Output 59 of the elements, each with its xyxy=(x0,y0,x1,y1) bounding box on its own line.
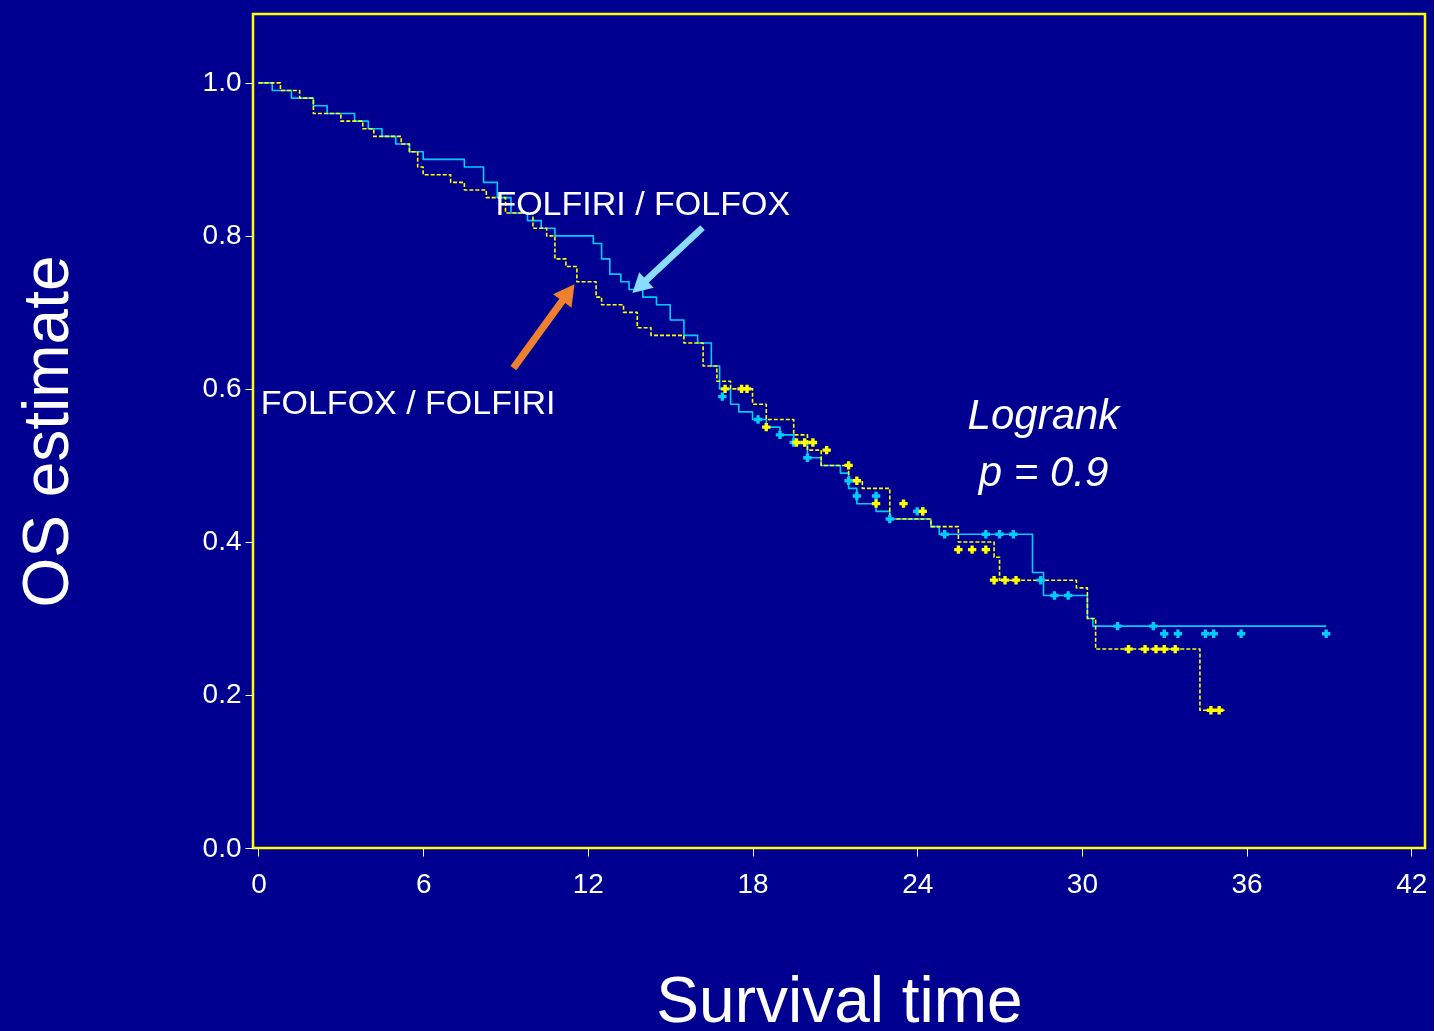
point xyxy=(844,476,853,485)
point xyxy=(1171,644,1180,654)
y-tick-label: 0.0 xyxy=(202,831,242,863)
annotation: p = 0.9 xyxy=(976,448,1109,496)
annotation: Logrank xyxy=(967,390,1122,438)
point xyxy=(1124,644,1133,654)
x-tick-label: 0 xyxy=(251,867,267,899)
point xyxy=(1140,644,1150,654)
point xyxy=(1173,629,1183,638)
y-tick-label: 0.4 xyxy=(202,525,242,557)
point xyxy=(1160,644,1169,654)
y-tick-label: 0.6 xyxy=(202,372,242,404)
point xyxy=(1206,706,1216,715)
point xyxy=(981,530,991,539)
x-tick-label: 24 xyxy=(902,867,934,899)
point xyxy=(742,384,752,394)
x-tick-label: 12 xyxy=(572,867,604,899)
text: FOLFOX / FOLFIRI xyxy=(260,383,556,422)
point xyxy=(954,545,963,554)
point xyxy=(1214,706,1224,715)
point xyxy=(1149,621,1158,631)
point xyxy=(852,491,862,501)
point xyxy=(822,445,831,455)
y-tick-label: 0.8 xyxy=(202,219,242,251)
x-tick-label: 36 xyxy=(1231,867,1263,899)
x-axis-title: Survival time xyxy=(656,963,1023,1031)
x-tick-label: 6 xyxy=(415,867,432,899)
point xyxy=(775,430,785,440)
point xyxy=(1113,621,1122,631)
y-axis-title: OS estimate xyxy=(9,255,82,608)
x-tick-label: 30 xyxy=(1066,867,1098,899)
point xyxy=(1050,591,1059,600)
point xyxy=(1011,576,1021,585)
point xyxy=(899,499,908,508)
x-tick-label: 42 xyxy=(1396,867,1428,899)
point xyxy=(940,530,949,539)
y-tick-label: 1.0 xyxy=(202,66,242,98)
point xyxy=(989,576,999,585)
point xyxy=(800,438,809,447)
point xyxy=(967,545,977,554)
y-tick-label: 0.2 xyxy=(202,678,242,710)
point xyxy=(885,514,894,524)
point xyxy=(753,415,763,424)
point xyxy=(1151,644,1161,654)
point xyxy=(803,453,812,462)
point xyxy=(852,476,862,485)
point xyxy=(981,545,991,554)
point xyxy=(1064,591,1073,600)
point xyxy=(995,530,1004,539)
point xyxy=(720,384,730,394)
x-tick-label: 18 xyxy=(737,867,769,899)
point xyxy=(1000,576,1010,585)
point xyxy=(844,461,853,470)
point xyxy=(1209,629,1218,638)
point xyxy=(871,499,881,508)
point xyxy=(718,392,727,401)
point xyxy=(871,491,881,501)
point xyxy=(1236,629,1246,638)
point xyxy=(808,438,818,447)
